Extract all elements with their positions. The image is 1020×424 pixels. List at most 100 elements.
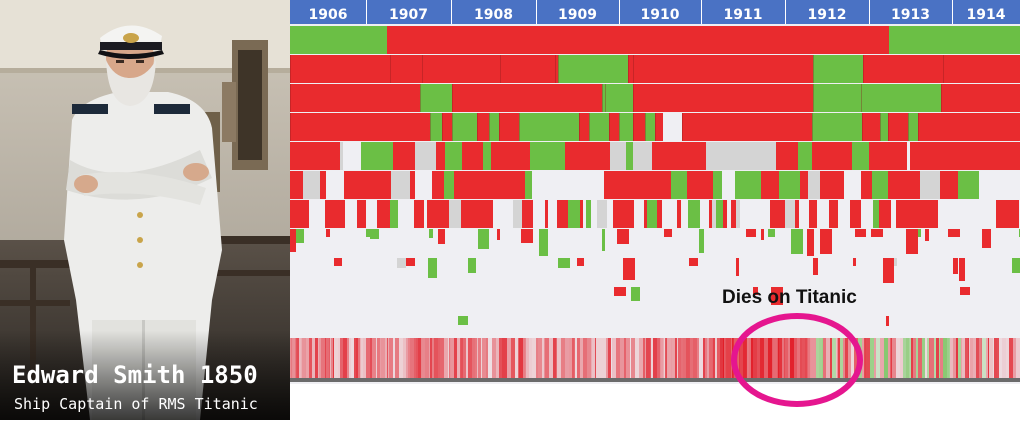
- timeline-segment: [672, 142, 684, 170]
- heat-cell: [515, 338, 518, 378]
- heat-cell: [399, 338, 403, 378]
- heat-cell: [757, 338, 760, 378]
- timeline-segment: [713, 171, 722, 199]
- timeline-segment: [334, 258, 342, 266]
- segment-edge: [589, 113, 590, 141]
- heat-cell: [892, 338, 896, 378]
- timeline-segment: [1007, 200, 1016, 228]
- timeline-segment: [943, 55, 1020, 83]
- heat-cell: [651, 338, 653, 378]
- timeline-segment: [869, 142, 887, 170]
- timeline-segment: [888, 113, 908, 141]
- timeline-segment: [452, 113, 477, 141]
- timeline-segment: [1012, 258, 1020, 273]
- timeline-segment: [820, 171, 837, 199]
- timeline-segment: [633, 113, 645, 141]
- heat-cell: [385, 338, 387, 378]
- timeline-segment: [633, 142, 652, 170]
- heat-cell: [816, 338, 819, 378]
- heat-cell: [429, 338, 430, 378]
- timeline-segment: [687, 171, 713, 199]
- timeline-segment: [545, 142, 565, 170]
- heat-cell: [746, 338, 747, 378]
- heat-cell: [712, 338, 713, 378]
- timeline-segment: [701, 142, 706, 170]
- timeline-segment: [340, 142, 343, 170]
- timeline-segment: [306, 200, 309, 228]
- timeline-segment: [589, 113, 609, 141]
- timeline-segment: [337, 200, 345, 228]
- timeline-segment: [387, 26, 889, 54]
- timeline-segment: [468, 258, 476, 273]
- heat-cell: [349, 338, 351, 378]
- heat-cell: [290, 338, 291, 378]
- year-divider: [701, 0, 702, 24]
- heat-cell: [370, 338, 372, 378]
- heat-cell: [681, 338, 683, 378]
- heat-cell: [777, 338, 778, 378]
- heat-cell: [697, 338, 699, 378]
- heat-cell: [574, 338, 575, 378]
- heat-cell: [329, 338, 330, 378]
- timeline-segment: [432, 171, 444, 199]
- timeline-segment: [609, 113, 619, 141]
- heat-cell: [896, 338, 900, 378]
- timeline-segment: [530, 142, 545, 170]
- heat-cell: [536, 338, 538, 378]
- caption-role: Ship Captain of RMS Titanic: [14, 395, 258, 413]
- heat-cell: [482, 338, 486, 378]
- heat-cell: [478, 338, 481, 378]
- heat-cell: [292, 338, 293, 378]
- timeline-segment: [325, 200, 331, 228]
- segment-edge: [633, 55, 634, 83]
- year-divider: [451, 0, 452, 24]
- heat-cell: [372, 338, 376, 378]
- heat-cell: [663, 338, 664, 378]
- heat-cell: [815, 338, 816, 378]
- heat-cell: [749, 338, 751, 378]
- timeline-segment: [876, 171, 888, 199]
- heat-cell: [808, 338, 810, 378]
- heat-cell: [653, 338, 657, 378]
- heat-cell: [988, 338, 989, 378]
- heat-cell: [432, 338, 434, 378]
- timeline-segment: [731, 200, 736, 228]
- heat-cell: [884, 338, 888, 378]
- timeline-segment: [785, 200, 795, 228]
- timeline-segment: [486, 200, 493, 228]
- heat-cell: [505, 338, 507, 378]
- heat-cell: [347, 338, 349, 378]
- timeline-chart: 1906 1907 1908 1909 1910 1911 1912 1913 1914 Die…: [290, 0, 1020, 420]
- heat-cell: [449, 338, 450, 378]
- timeline-segment: [731, 142, 756, 170]
- year-label-1910: 1910: [641, 7, 680, 23]
- timeline-segment: [344, 171, 368, 199]
- heat-cell: [916, 338, 918, 378]
- timeline-segment: [858, 200, 861, 228]
- year-divider: [536, 0, 537, 24]
- heat-cell: [864, 338, 865, 378]
- heat-cell: [982, 338, 986, 378]
- timeline-segment: [597, 200, 607, 228]
- heat-cell: [683, 338, 686, 378]
- year-header: 1906 1907 1908 1909 1910 1911 1912 1913 1914: [290, 0, 1020, 24]
- heat-cell: [334, 338, 338, 378]
- heat-cell: [312, 338, 315, 378]
- heat-cell: [430, 338, 432, 378]
- heat-cell: [631, 338, 635, 378]
- timeline-segment: [657, 200, 662, 228]
- timeline-segment: [590, 142, 610, 170]
- timeline-segment: [410, 171, 415, 199]
- heat-cell: [343, 338, 347, 378]
- heat-cell: [646, 338, 650, 378]
- heat-cell: [488, 338, 492, 378]
- timeline-segment: [565, 142, 590, 170]
- timeline-segment: [633, 84, 813, 112]
- heat-cell: [910, 338, 911, 378]
- timeline-segment: [480, 200, 486, 228]
- segment-edge: [558, 55, 559, 83]
- heat-cell: [962, 338, 965, 378]
- heat-cell: [969, 338, 970, 378]
- timeline-segment: [820, 229, 832, 254]
- timeline-segment: [605, 84, 633, 112]
